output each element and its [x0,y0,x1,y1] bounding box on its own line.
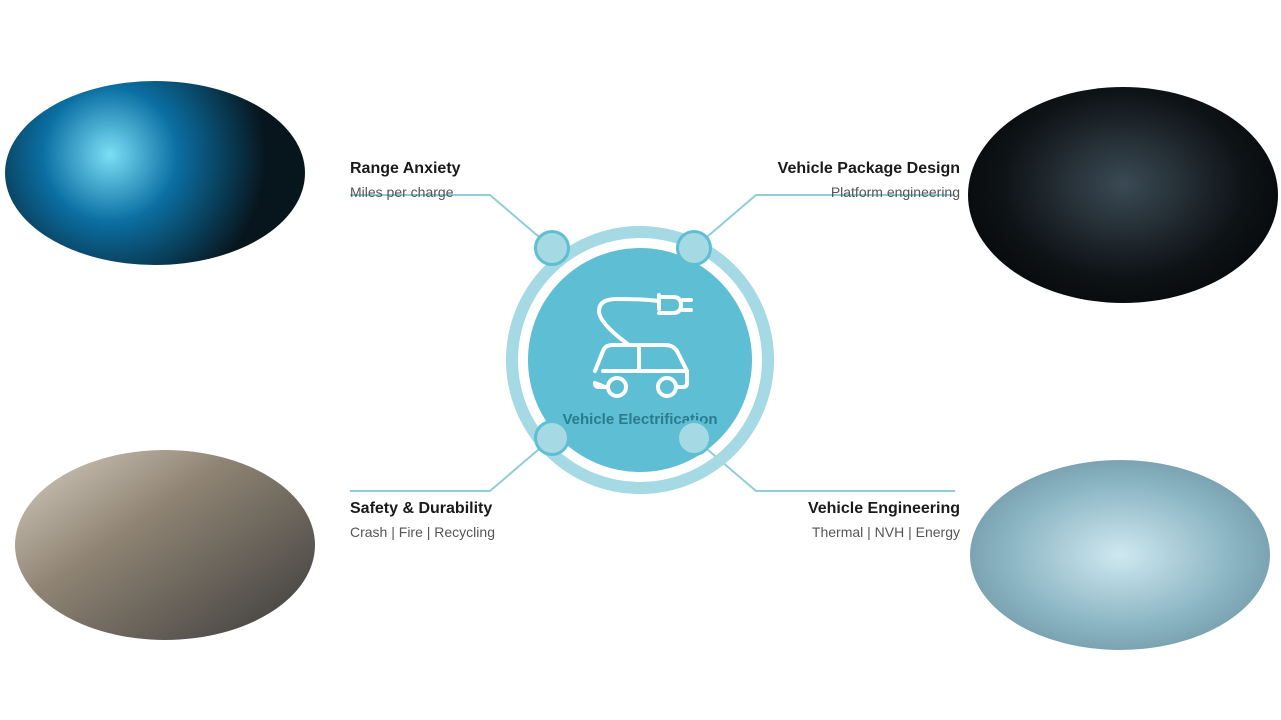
topic-tr: Vehicle Package Design Platform engineeri… [760,160,960,200]
topic-bl-title: Safety & Durability [350,500,495,518]
topic-tl-title: Range Anxiety [350,160,461,178]
topic-tl: Range Anxiety Miles per charge [350,160,461,200]
topic-br-subtitle: Thermal | NVH | Energy [760,524,960,540]
connector-node-tl [534,230,570,266]
battery-pack-image [15,450,315,640]
connector-node-tr [676,230,712,266]
connector-node-br [676,420,712,456]
topic-br-title: Vehicle Engineering [760,500,960,518]
vehicle-interior-dashboard-image [968,87,1278,303]
vehicle-chassis-thermal-image [970,460,1270,650]
ev-car-plug-icon [565,293,715,403]
connector-node-bl [534,420,570,456]
topic-br: Vehicle Engineering Thermal | NVH | Energ… [760,500,960,540]
topic-tl-subtitle: Miles per charge [350,184,461,200]
connector-line [756,490,955,492]
connector-line [350,490,490,492]
ev-charging-port-image [5,81,305,265]
topic-bl: Safety & Durability Crash | Fire | Recycl… [350,500,495,540]
topic-bl-subtitle: Crash | Fire | Recycling [350,524,495,540]
topic-tr-subtitle: Platform engineering [760,184,960,200]
topic-tr-title: Vehicle Package Design [760,160,960,178]
